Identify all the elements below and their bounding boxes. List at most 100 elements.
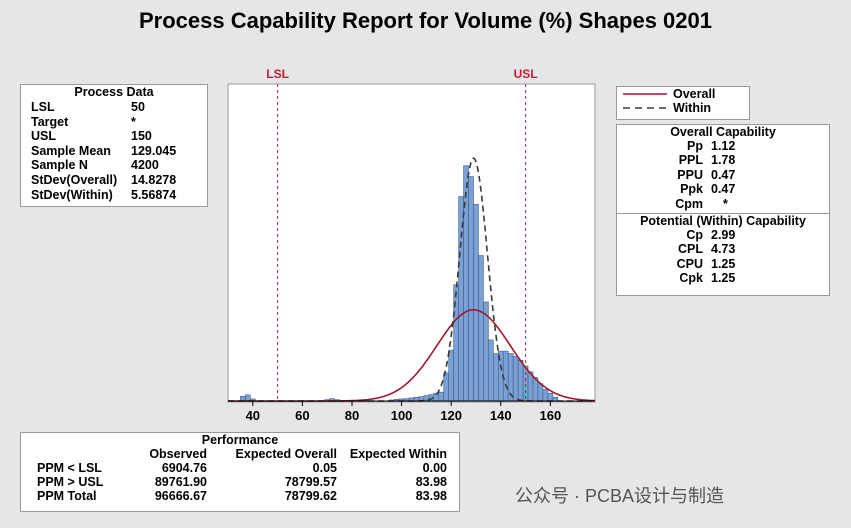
capability-label: PPU	[677, 167, 703, 182]
capability-panel: Overall Capability Pp 1.12 PPL 1.78 PPU 0.4…	[616, 124, 830, 296]
performance-cell: PPM < LSL	[37, 461, 102, 475]
capability-label: PPL	[678, 153, 703, 168]
legend-item-within: Within	[623, 101, 749, 115]
capability-label: CPL	[678, 242, 703, 257]
process-data-row: USL 150	[21, 129, 207, 144]
performance-header	[21, 447, 137, 461]
performance-cell: 83.98	[415, 489, 447, 503]
performance-header: Expected Within	[349, 447, 447, 461]
histogram-bar	[547, 392, 554, 402]
process-data-title: Process Data	[74, 85, 154, 99]
performance-header: Expected Overall	[235, 447, 337, 461]
process-data-value: *	[131, 114, 136, 129]
histogram-bar	[438, 391, 445, 402]
process-data-label: LSL	[31, 100, 55, 114]
legend-label-overall: Overall	[673, 87, 716, 101]
process-data-value: 50	[131, 100, 145, 114]
x-tick-label: 100	[391, 408, 413, 423]
process-data-label: USL	[31, 129, 56, 144]
process-data-value: 5.56874	[131, 187, 177, 202]
legend-label-within: Within	[673, 101, 712, 115]
histogram-bar	[488, 339, 494, 402]
performance-cell: 89761.90	[154, 475, 207, 489]
capability-row: Ppk 0.47	[617, 182, 829, 196]
chart-title: Process Capability Report for Volume (%)…	[139, 8, 712, 33]
overall-capability-title: Overall Capability	[670, 125, 776, 139]
histogram-bar	[463, 165, 469, 402]
process-data-value: 4200	[131, 158, 159, 173]
histogram-bar	[468, 176, 474, 402]
legend-item-overall: Overall	[623, 87, 749, 101]
capability-row: CPL 4.73	[617, 242, 829, 256]
performance-header-row: Observed Expected Overall Expected Withi…	[21, 447, 459, 461]
capability-row: PPL 1.78	[617, 153, 829, 167]
spec-label-usl: USL	[514, 67, 538, 81]
x-tick-label: 120	[440, 408, 462, 423]
histogram-bar	[537, 383, 544, 402]
process-data-row: Target *	[21, 115, 207, 130]
capability-value: 4.73	[711, 242, 736, 257]
performance-cell: 0.00	[422, 461, 447, 475]
capability-value: 0.47	[711, 182, 736, 197]
process-data-label: StDev(Overall)	[31, 172, 118, 187]
histogram-bar	[512, 355, 519, 402]
process-data-label: Target	[31, 114, 69, 129]
solid-line-icon	[623, 93, 667, 95]
process-data-value: 150	[131, 129, 152, 144]
capability-label: Cpk	[679, 271, 703, 286]
histogram-bar	[448, 349, 454, 402]
histogram-bar	[478, 255, 484, 402]
capability-label: Ppk	[680, 182, 703, 197]
spec-label-lsl: LSL	[266, 67, 289, 81]
capability-label: Pp	[687, 139, 703, 153]
x-tick-label: 160	[540, 408, 562, 423]
legend: Overall Within	[616, 86, 750, 120]
capability-value: 0.47	[711, 167, 736, 182]
capability-label: CPU	[676, 256, 703, 271]
capability-label: Cp	[686, 228, 703, 243]
x-tick-label: 80	[345, 408, 359, 423]
within-capability-title: Potential (Within) Capability	[640, 214, 806, 229]
process-data-row: Sample Mean 129.045	[21, 144, 207, 159]
process-data-row: Sample N 4200	[21, 158, 207, 173]
performance-cell: 78799.62	[284, 489, 337, 503]
performance-cell: PPM Total	[37, 489, 97, 503]
performance-row: PPM Total 96666.67 78799.62 83.98	[21, 489, 459, 503]
process-data-row: StDev(Within) 5.56874	[21, 188, 207, 203]
process-data-label: Sample Mean	[31, 143, 111, 158]
process-data-value: 14.8278	[131, 172, 177, 187]
histogram-bar	[502, 350, 509, 402]
capability-row: CPU 1.25	[617, 257, 829, 271]
performance-cell: 6904.76	[161, 461, 207, 475]
process-data-panel: Process Data LSL 50 Target * USL 150 Sample…	[20, 84, 208, 207]
histogram-bar	[245, 394, 251, 402]
performance-panel: Performance Observed Expected Overall Ex…	[20, 432, 460, 512]
x-tick-label: 60	[295, 408, 309, 423]
divider	[617, 213, 829, 215]
capability-row: Cpm *	[617, 197, 829, 211]
process-data-value: 129.045	[131, 143, 177, 158]
capability-row: Cp 2.99	[617, 228, 829, 242]
histogram-bar	[443, 372, 449, 402]
performance-cell: PPM > USL	[37, 475, 104, 489]
capability-label: Cpm	[675, 196, 703, 211]
histogram-bar	[522, 365, 529, 402]
performance-title: Performance	[201, 433, 279, 447]
performance-row: PPM < LSL 6904.76 0.05 0.00	[21, 461, 459, 475]
performance-cell: 78799.57	[284, 475, 337, 489]
histogram-bar	[517, 360, 524, 402]
performance-cell: 96666.67	[154, 489, 207, 503]
capability-value: 1.12	[711, 139, 736, 153]
capability-value: 1.25	[711, 271, 736, 286]
capability-value: *	[723, 196, 728, 211]
histogram-bar	[493, 353, 499, 402]
capability-value: 1.78	[711, 153, 736, 168]
watermark: 公众号 · PCBA设计与制造	[515, 486, 725, 506]
dashed-line-icon	[623, 107, 667, 109]
histogram-bar	[473, 204, 479, 402]
capability-row: PPU 0.47	[617, 168, 829, 182]
capability-value: 2.99	[711, 228, 736, 243]
performance-cell: 0.05	[312, 461, 337, 475]
histogram-bar	[542, 389, 549, 402]
